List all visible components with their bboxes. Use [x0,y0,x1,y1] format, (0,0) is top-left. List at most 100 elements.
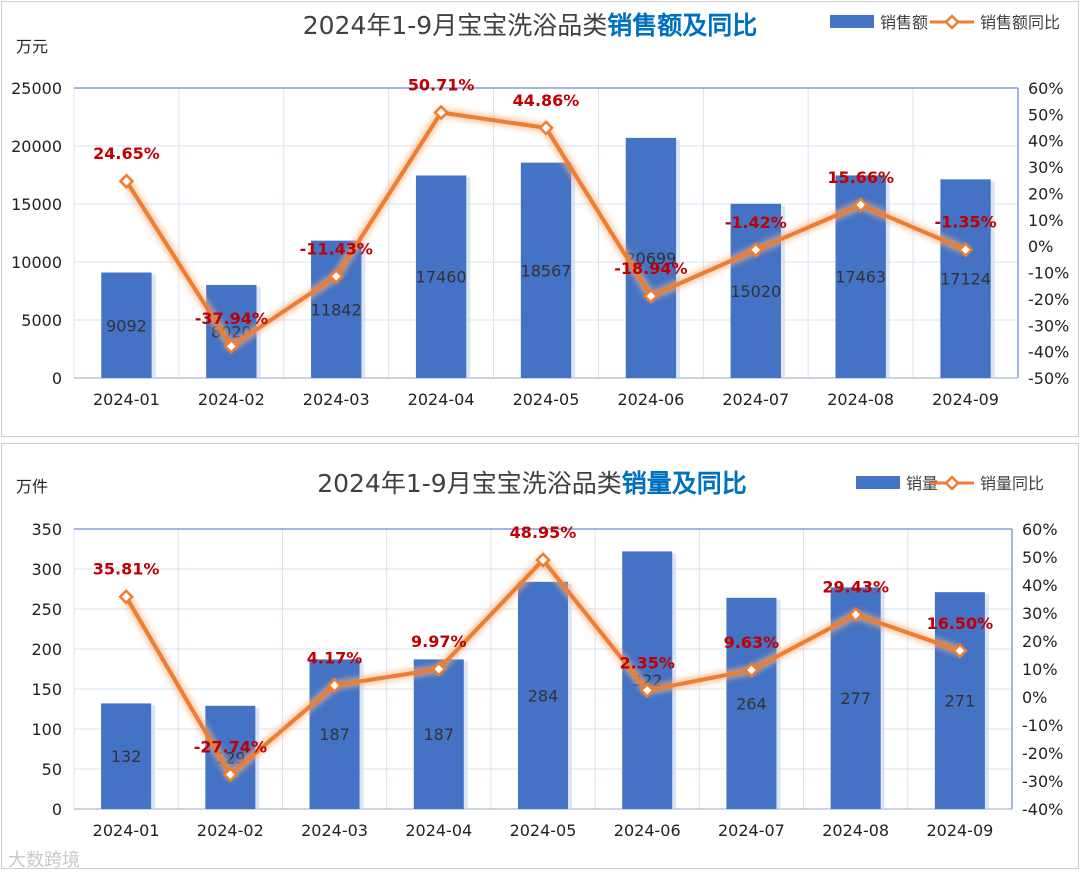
bar-value-label: 284 [528,686,559,705]
chart-title-highlight: 销售额及同比 [607,11,757,40]
y2-tick-label: -40% [1028,343,1069,362]
y-tick-label: 0 [52,369,62,388]
y2-tick-label: 10% [1022,660,1058,679]
y-tick-label: 15000 [11,195,62,214]
y2-tick-label: 50% [1022,548,1058,567]
y-tick-label: 25000 [11,79,62,98]
y2-tick-label: -20% [1028,290,1069,309]
y2-tick-label: -50% [1028,369,1069,388]
y2-tick-label: 10% [1028,211,1064,230]
y2-tick-label: 50% [1028,105,1064,124]
bar-value-label: 20699 [625,249,676,268]
y2-tick-label: -20% [1022,744,1063,763]
bar-value-label: 264 [736,694,767,713]
line-marker [643,288,659,304]
y2-tick-label: -30% [1028,316,1069,335]
line-marker [952,643,968,659]
y2-tick-label: 0% [1028,237,1053,256]
y-tick-label: 350 [31,520,62,539]
line-value-label: -1.35% [934,213,996,232]
legend-bar-swatch [856,476,900,489]
x-tick-label: 2024-02 [197,821,264,840]
line-value-label: 35.81% [93,560,160,579]
line-value-label: 9.97% [411,632,467,651]
legend-bar-label: 销售额 [880,13,928,32]
bar-value-label: 17460 [416,268,467,287]
bar [415,175,467,378]
y2-tick-label: 30% [1028,158,1064,177]
legend-line-marker [944,475,960,491]
x-tick-label: 2024-02 [198,390,265,409]
y-tick-label: 250 [31,600,62,619]
x-tick-label: 2024-06 [614,821,681,840]
sales-volume-chart: 2024年1-9月宝宝洗浴品类销量及同比 万件 0 50 100 150 200 250 300… [16,469,1063,840]
bar [311,240,362,378]
x-tick-label: 2024-03 [303,390,370,409]
y2-tick-label: 20% [1028,184,1064,203]
bar-value-label: 277 [840,689,871,708]
y-tick-label: 10000 [11,253,62,272]
legend-line-marker [944,14,960,30]
y2-tick-label: 60% [1022,520,1058,539]
bar [101,272,152,378]
bar-value-label: 17124 [940,270,991,289]
line-value-label: 44.86% [513,91,580,110]
line-value-label: 29.43% [822,578,889,597]
y2-tick-label: -10% [1022,716,1063,735]
line-marker [222,766,239,783]
x-tick-label: 2024-08 [827,390,894,409]
legend-line-label: 销售额同比 [980,13,1060,32]
bar-value-label: 15020 [730,282,781,301]
legend-bar-label: 销量 [906,474,938,493]
bar [413,659,464,809]
x-tick-label: 2024-09 [932,390,999,409]
bar [622,551,673,809]
line-value-label: -37.94% [195,309,268,328]
x-tick-label: 2024-09 [926,821,993,840]
line-value-label: 16.50% [927,614,994,633]
chart-title-highlight: 销量及同比 [622,469,747,498]
bar [934,592,985,809]
line-value-label: 24.65% [93,144,160,163]
y-tick-label: 20000 [11,137,62,156]
line-value-label: 9.63% [724,633,780,652]
x-tick-label: 2024-05 [510,821,577,840]
line-value-label: -27.74% [194,738,267,757]
x-tick-label: 2024-01 [93,390,160,409]
x-tick-label: 2024-05 [513,390,580,409]
line-marker [223,338,240,354]
sales-amount-chart-panel: 2024年1-9月宝宝洗浴品类销售额及同比 万元 0 5000 10000 15000 20… [1,1,1079,437]
line-value-label: -11.43% [300,239,373,258]
chart-title-prefix: 2024年1-9月宝宝洗浴品类 [317,469,621,498]
bar [520,162,572,378]
line-marker [748,242,764,258]
bar [940,179,991,378]
x-tick-label: 2024-08 [822,821,889,840]
line-value-label: 50.71% [408,75,475,94]
line-marker [852,197,869,213]
x-tick-label: 2024-03 [301,821,368,840]
bar-value-label: 11842 [311,300,362,319]
line-value-label: 4.17% [307,648,363,667]
line-marker [743,662,760,678]
y2-tick-label: -40% [1022,800,1063,819]
line-marker [538,120,554,136]
bar-value-label: 271 [945,692,976,711]
bar [101,703,152,809]
bar [517,581,569,809]
line-marker [118,173,135,189]
bar-value-label: 17463 [835,268,886,287]
line-marker [847,606,864,623]
bar-value-label: 132 [111,747,142,766]
y-axis-unit: 万元 [16,37,48,56]
chart-title-prefix: 2024年1-9月宝宝洗浴品类 [303,11,607,40]
line-marker [639,682,655,699]
legend-bar-swatch [830,15,874,28]
bar [730,203,781,378]
bar-value-label: 9092 [106,316,147,335]
line-value-label: -18.94% [614,259,687,278]
line-marker [433,104,449,121]
line-marker [118,588,134,605]
y-tick-label: 300 [31,560,62,579]
y2-tick-label: 40% [1028,132,1064,151]
